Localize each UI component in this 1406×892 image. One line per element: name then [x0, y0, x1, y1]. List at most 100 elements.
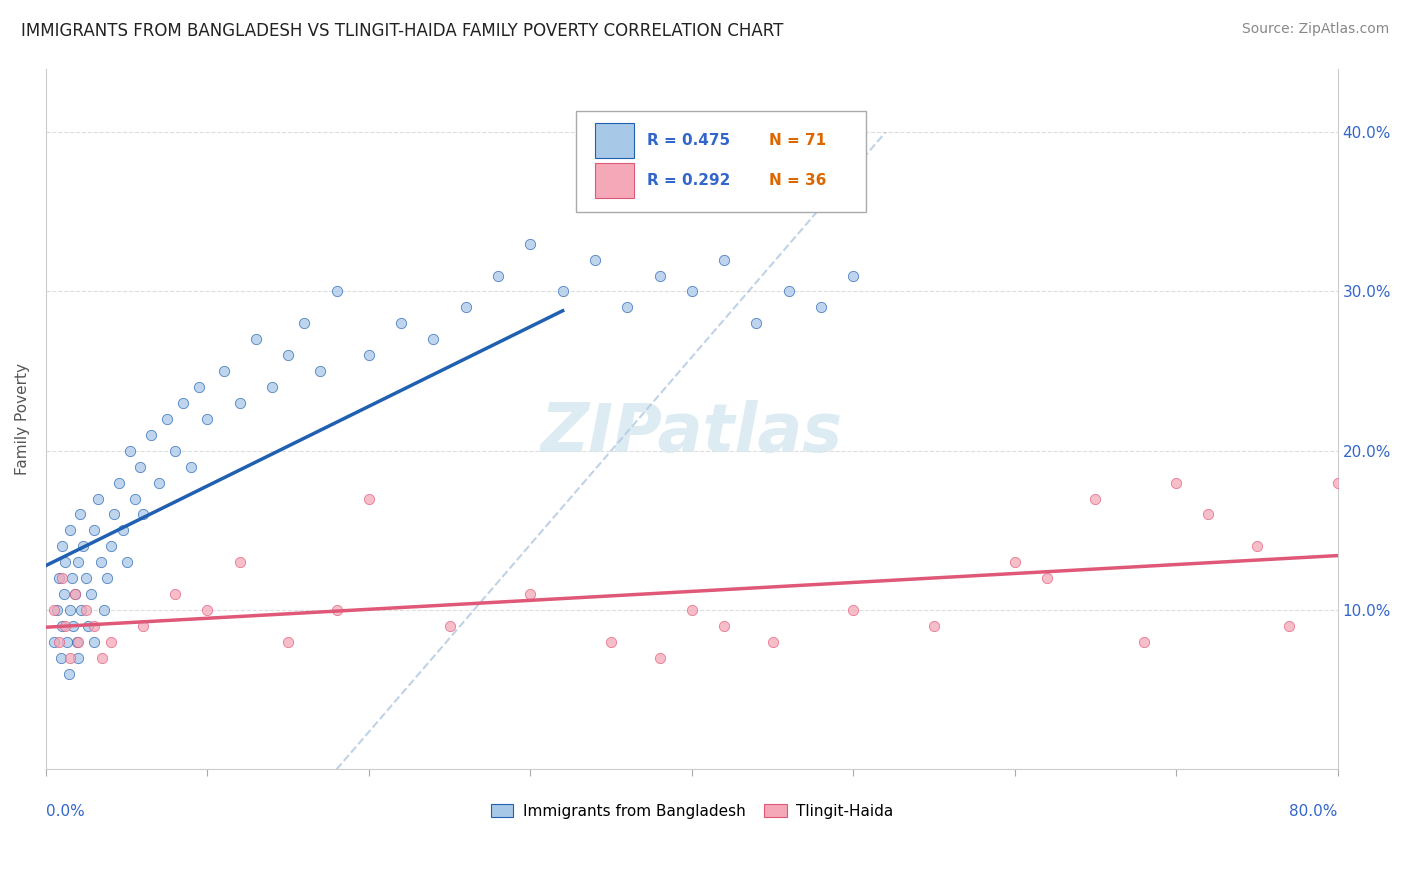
Point [128, 459, 150, 474]
Point [1326, 475, 1348, 490]
Point [778, 285, 800, 299]
Point [86, 491, 108, 506]
Point [66, 635, 89, 649]
Point [648, 650, 671, 665]
Point [1004, 555, 1026, 569]
Point [681, 285, 703, 299]
Text: R = 0.292: R = 0.292 [647, 173, 730, 188]
Point [842, 603, 865, 617]
Point [42, 635, 65, 649]
Point [83, 619, 105, 633]
Text: N = 71: N = 71 [769, 133, 827, 148]
Point [139, 427, 162, 442]
Point [148, 475, 170, 490]
Point [260, 380, 283, 394]
FancyBboxPatch shape [595, 163, 634, 198]
Point [100, 635, 122, 649]
Point [115, 555, 138, 569]
Point [93, 603, 115, 617]
Point [922, 619, 945, 633]
Point [77, 619, 100, 633]
Point [56, 635, 79, 649]
FancyBboxPatch shape [595, 123, 634, 158]
Point [100, 539, 122, 553]
Text: IMMIGRANTS FROM BANGLADESH VS TLINGIT-HAIDA FAMILY POVERTY CORRELATION CHART: IMMIGRANTS FROM BANGLADESH VS TLINGIT-HA… [21, 22, 783, 40]
Point [72, 539, 94, 553]
Point [245, 332, 267, 346]
Point [59, 603, 82, 617]
Point [83, 635, 105, 649]
Text: 0.0%: 0.0% [46, 805, 84, 820]
Point [519, 587, 541, 601]
Point [165, 587, 187, 601]
Point [132, 508, 155, 522]
Point [58, 666, 80, 681]
Point [212, 364, 235, 378]
Point [75, 603, 97, 617]
Point [228, 555, 250, 569]
Point [228, 396, 250, 410]
Point [713, 619, 735, 633]
Point [277, 348, 299, 362]
Point [60, 571, 83, 585]
Point [75, 571, 97, 585]
Point [422, 332, 444, 346]
Point [180, 459, 202, 474]
Point [83, 524, 105, 538]
Point [761, 635, 783, 649]
Point [51, 619, 73, 633]
Point [551, 285, 574, 299]
Point [745, 317, 768, 331]
Point [277, 635, 299, 649]
Point [172, 396, 194, 410]
Point [67, 650, 90, 665]
Point [1133, 635, 1156, 649]
Point [389, 317, 412, 331]
Point [713, 252, 735, 267]
Point [62, 619, 84, 633]
Point [197, 603, 219, 617]
Point [48, 571, 70, 585]
Point [67, 635, 90, 649]
Point [53, 555, 76, 569]
Legend: Immigrants from Bangladesh, Tlingit-Haida: Immigrants from Bangladesh, Tlingit-Haid… [485, 797, 900, 825]
Point [600, 635, 623, 649]
Point [67, 555, 90, 569]
Point [112, 524, 135, 538]
Point [42, 603, 65, 617]
Point [51, 539, 73, 553]
Point [1084, 491, 1107, 506]
Point [357, 348, 380, 362]
Point [70, 603, 93, 617]
Point [156, 412, 179, 426]
Point [325, 603, 347, 617]
Point [132, 619, 155, 633]
FancyBboxPatch shape [575, 111, 866, 212]
Point [91, 650, 114, 665]
Point [486, 268, 509, 283]
Text: ZIPatlas: ZIPatlas [541, 400, 842, 466]
Text: 80.0%: 80.0% [1289, 805, 1337, 820]
Point [648, 268, 671, 283]
Point [188, 380, 211, 394]
Point [165, 443, 187, 458]
Point [118, 443, 141, 458]
Point [439, 619, 461, 633]
Y-axis label: Family Poverty: Family Poverty [15, 363, 30, 475]
Point [103, 508, 125, 522]
Point [292, 317, 315, 331]
Text: Source: ZipAtlas.com: Source: ZipAtlas.com [1241, 22, 1389, 37]
Point [1036, 571, 1059, 585]
Point [53, 619, 76, 633]
Point [681, 603, 703, 617]
Point [107, 475, 129, 490]
Point [59, 650, 82, 665]
Point [842, 268, 865, 283]
Point [63, 587, 86, 601]
Text: N = 36: N = 36 [769, 173, 827, 188]
Point [1166, 475, 1188, 490]
Point [197, 412, 219, 426]
Point [52, 587, 75, 601]
Text: R = 0.475: R = 0.475 [647, 133, 730, 148]
Point [1278, 619, 1301, 633]
